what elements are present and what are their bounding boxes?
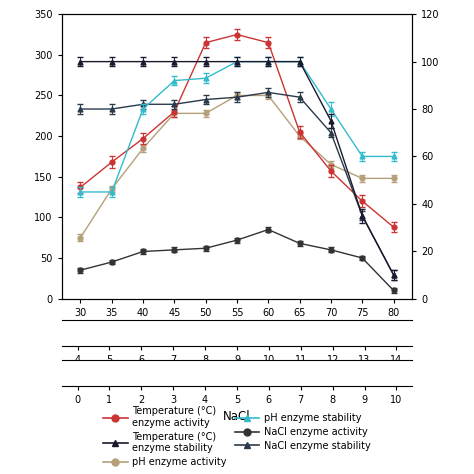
X-axis label: Temperature (°C): Temperature (°C) xyxy=(186,323,288,336)
X-axis label: NaCl: NaCl xyxy=(223,410,251,422)
X-axis label: pH: pH xyxy=(229,369,245,382)
Legend: Temperature (°C)
enzyme activity, Temperature (°C)
enzyme stability, pH enzyme a: Temperature (°C) enzyme activity, Temper… xyxy=(101,404,373,469)
